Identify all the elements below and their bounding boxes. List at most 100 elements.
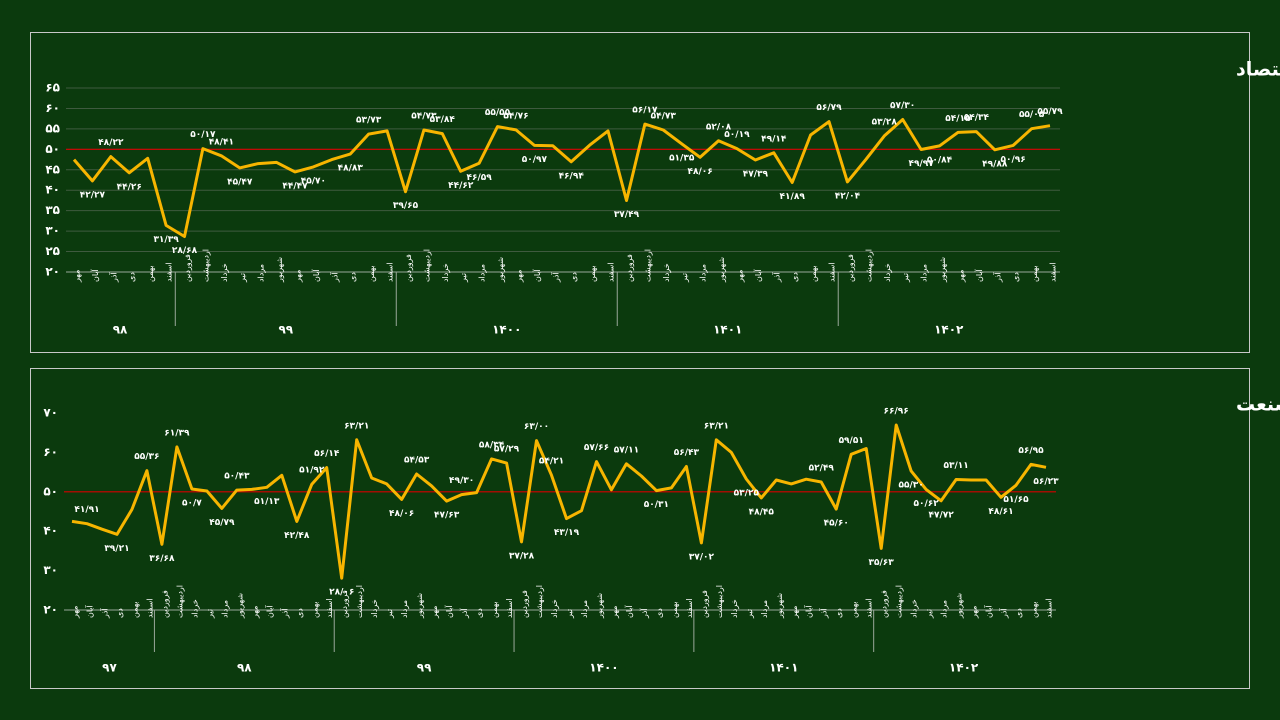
data-label: ۵۴/۷۳ bbox=[411, 111, 437, 121]
x-tick-label: بهمن bbox=[670, 601, 679, 618]
x-tick-label: اردیبهشت bbox=[643, 249, 652, 282]
data-label: ۵۴/۱۵ bbox=[945, 114, 971, 124]
data-label: ۵۵/۰۵ bbox=[1019, 110, 1045, 120]
data-label: ۵۷/۱۱ bbox=[614, 445, 639, 455]
x-group-label: ۹۷ bbox=[102, 661, 117, 675]
x-tick-label: تیر bbox=[385, 609, 394, 619]
x-tick-label: دی bbox=[1012, 272, 1021, 282]
data-label: ۶۳/۲۱ bbox=[344, 421, 369, 431]
x-tick-label: آذر bbox=[279, 608, 289, 619]
x-tick-label: آبان bbox=[311, 268, 321, 282]
data-label: ۴۱/۸۹ bbox=[780, 192, 806, 202]
data-label: ۴۵/۴۷ bbox=[227, 177, 253, 187]
x-tick-label: آبان bbox=[753, 268, 763, 282]
x-tick-label: اسفند bbox=[325, 598, 334, 618]
x-tick-label: دی bbox=[115, 608, 124, 618]
data-label: ۴۲/۴۸ bbox=[284, 531, 310, 541]
x-tick-label: دی bbox=[655, 608, 664, 618]
x-tick-label: مرداد bbox=[699, 264, 708, 282]
x-tick-label: آبان bbox=[532, 268, 542, 282]
data-label: ۶۳/۰۰ bbox=[524, 422, 549, 432]
x-tick-label: آذر bbox=[108, 272, 118, 283]
x-tick-label: مهر bbox=[790, 606, 799, 619]
data-label: ۴۴/۲۶ bbox=[117, 182, 142, 192]
x-tick-label: اردیبهشت bbox=[535, 585, 544, 618]
x-tick-label: شهریور bbox=[275, 257, 284, 283]
panel-frame bbox=[30, 32, 1250, 353]
x-tick-label: آبان bbox=[444, 604, 454, 618]
x-tick-label: اردیبهشت bbox=[201, 249, 210, 282]
chart-title: مقایسه شامخ کل اقتصاد bbox=[1236, 59, 1280, 81]
data-label: ۵۹/۵۱ bbox=[839, 436, 864, 446]
y-tick-label: ۵۵ bbox=[45, 121, 60, 135]
data-label: ۵۲/۰۸ bbox=[706, 122, 732, 132]
y-tick-label: ۵۰ bbox=[45, 142, 60, 156]
x-tick-label: اسفند bbox=[505, 598, 514, 618]
x-tick-label: بهمن bbox=[809, 265, 818, 282]
data-label: ۵۰/۷ bbox=[182, 499, 202, 509]
y-tick-label: ۳۰ bbox=[45, 224, 60, 238]
x-tick-label: شهریور bbox=[955, 593, 964, 619]
data-label: ۳۹/۶۵ bbox=[393, 201, 419, 211]
x-tick-label: تیر bbox=[745, 609, 754, 619]
data-label: ۵۶/۴۳ bbox=[674, 448, 700, 458]
x-tick-label: فروردین bbox=[880, 590, 889, 618]
data-label: ۶۱/۳۹ bbox=[164, 428, 190, 438]
data-label: ۵۳/۸۴ bbox=[430, 115, 456, 125]
y-tick-label: ۶۰ bbox=[45, 101, 60, 115]
x-tick-label: اسفند bbox=[145, 598, 154, 618]
data-label: ۴۹/۱۴ bbox=[761, 134, 787, 144]
data-label: ۵۰/۸۴ bbox=[927, 155, 953, 165]
data-label: ۴۳/۱۹ bbox=[554, 528, 580, 538]
panel-frame bbox=[30, 368, 1250, 689]
x-tick-label: بهمن bbox=[367, 265, 376, 282]
y-tick-label: ۴۵ bbox=[45, 162, 60, 176]
x-tick-label: شهریور bbox=[415, 593, 424, 619]
data-label: ۵۱/۳۵ bbox=[669, 153, 695, 163]
data-label: ۳۶/۶۸ bbox=[149, 554, 175, 564]
data-label: ۵۶/۲۳ bbox=[1033, 477, 1059, 487]
x-tick-label: آبان bbox=[984, 604, 994, 618]
data-label: ۳۱/۳۹ bbox=[153, 235, 179, 245]
x-group-label: ۹۹ bbox=[417, 661, 432, 675]
x-tick-label: آبان bbox=[804, 604, 814, 618]
y-tick-label: ۶۵ bbox=[45, 81, 60, 95]
x-tick-label: فروردین bbox=[846, 254, 855, 282]
data-label: ۴۹/۸۸ bbox=[982, 159, 1008, 169]
x-tick-label: آذر bbox=[329, 272, 339, 283]
y-tick-label: ۲۰ bbox=[43, 603, 58, 617]
x-tick-label: اسفند bbox=[1045, 598, 1054, 618]
x-tick-label: مهر bbox=[71, 606, 80, 619]
x-tick-label: دی bbox=[570, 272, 579, 282]
data-label: ۴۸/۰۶ bbox=[389, 509, 414, 519]
data-label: ۵۴/۳۴ bbox=[964, 113, 990, 123]
x-tick-label: بهمن bbox=[1030, 265, 1039, 282]
x-tick-label: تیر bbox=[238, 273, 247, 283]
x-tick-label: آبان bbox=[84, 604, 94, 618]
x-tick-label: مهر bbox=[514, 270, 523, 283]
data-label: ۵۴/۷۶ bbox=[503, 111, 528, 121]
data-label: ۵۷/۲۹ bbox=[494, 445, 520, 455]
y-tick-label: ۴۰ bbox=[45, 183, 60, 197]
data-label: ۵۲/۴۹ bbox=[809, 463, 835, 473]
data-label: ۵۸/۳۴ bbox=[479, 440, 505, 450]
x-group-label: ۱۴۰۱ bbox=[713, 323, 742, 337]
data-label: ۵۰/۶۲ bbox=[913, 499, 939, 509]
x-tick-label: اسفند bbox=[828, 262, 837, 282]
data-label: ۵۴/۲۱ bbox=[539, 457, 564, 467]
x-tick-label: خرداد bbox=[190, 599, 199, 618]
x-tick-label: اردیبهشت bbox=[715, 585, 724, 618]
x-tick-label: آذر bbox=[992, 272, 1002, 283]
data-label: ۵۰/۳۱ bbox=[644, 500, 669, 510]
y-tick-label: ۶۰ bbox=[43, 445, 58, 459]
y-tick-label: ۳۰ bbox=[43, 563, 58, 577]
data-label: ۵۷/۳۰ bbox=[890, 101, 915, 111]
data-label: ۴۴/۴۷ bbox=[282, 181, 308, 191]
x-tick-label: بهمن bbox=[130, 601, 139, 618]
x-tick-label: فروردین bbox=[160, 590, 169, 618]
data-label: ۲۸/۶۸ bbox=[172, 246, 198, 256]
data-label: ۵۱/۱۳ bbox=[254, 497, 280, 507]
x-tick-label: شهریور bbox=[938, 257, 947, 283]
x-tick-label: فروردین bbox=[404, 254, 413, 282]
